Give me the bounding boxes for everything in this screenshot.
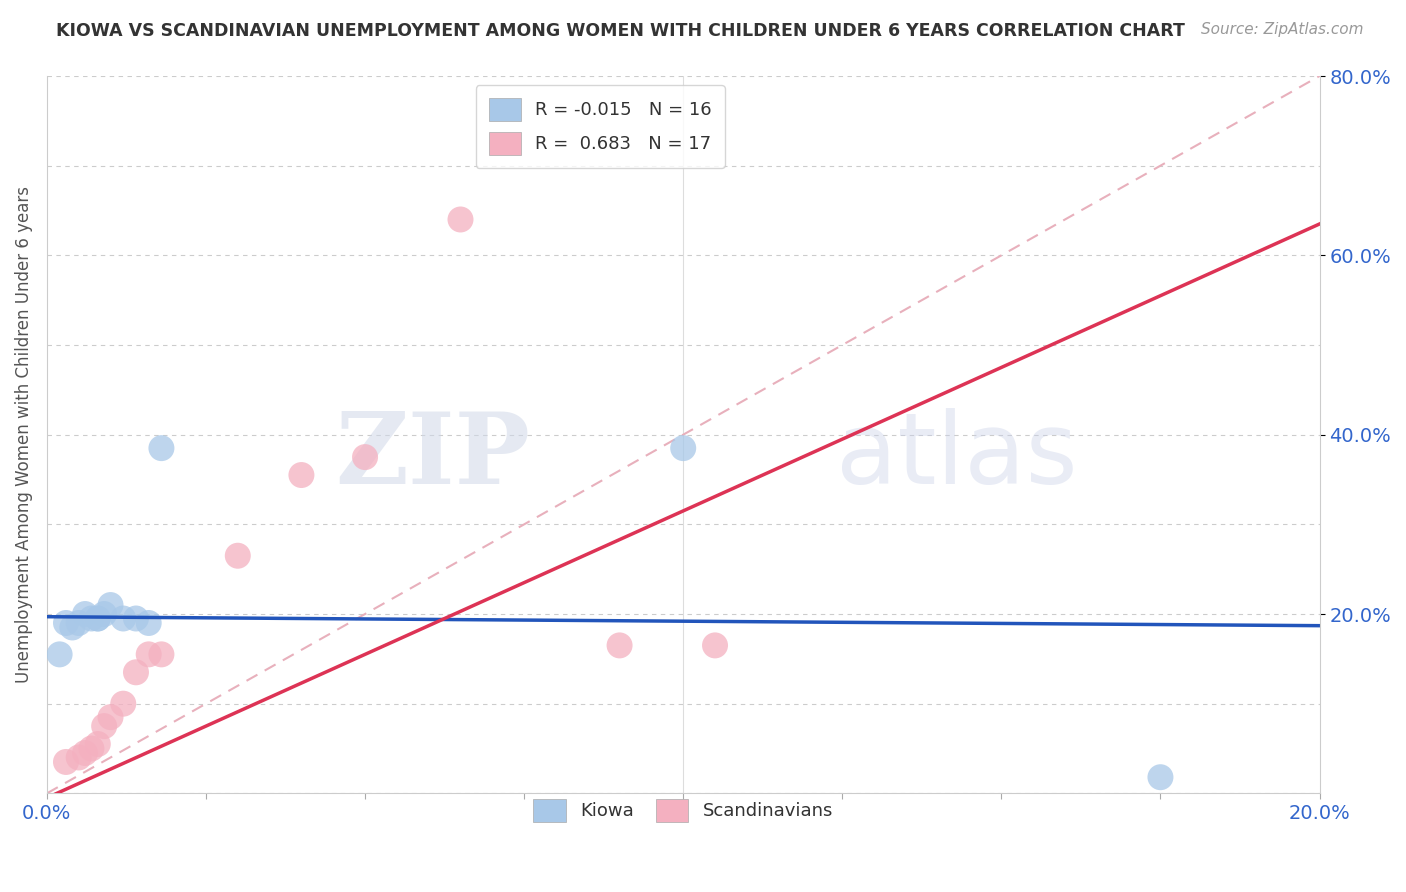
Point	[67, 615, 90, 630]
Point	[75, 746, 97, 760]
Point	[112, 611, 135, 625]
Point	[290, 468, 312, 483]
Point	[55, 615, 77, 630]
Point	[672, 441, 695, 455]
Point	[150, 441, 173, 455]
Point	[55, 755, 77, 769]
Point	[67, 750, 90, 764]
Point	[138, 648, 160, 662]
Point	[138, 615, 160, 630]
Text: atlas: atlas	[837, 408, 1077, 505]
Point	[87, 611, 110, 625]
Legend: Kiowa, Scandinavians: Kiowa, Scandinavians	[520, 786, 845, 835]
Y-axis label: Unemployment Among Women with Children Under 6 years: Unemployment Among Women with Children U…	[15, 186, 32, 683]
Point	[125, 665, 148, 680]
Text: KIOWA VS SCANDINAVIAN UNEMPLOYMENT AMONG WOMEN WITH CHILDREN UNDER 6 YEARS CORRE: KIOWA VS SCANDINAVIAN UNEMPLOYMENT AMONG…	[56, 22, 1185, 40]
Text: ZIP: ZIP	[336, 408, 530, 505]
Point	[60, 620, 83, 634]
Point	[93, 719, 115, 733]
Point	[150, 648, 173, 662]
Point	[80, 611, 103, 625]
Point	[704, 639, 727, 653]
Point	[75, 607, 97, 621]
Point	[125, 611, 148, 625]
Point	[93, 607, 115, 621]
Point	[87, 737, 110, 751]
Point	[100, 598, 122, 612]
Point	[80, 741, 103, 756]
Point	[226, 549, 249, 563]
Point	[100, 710, 122, 724]
Text: Source: ZipAtlas.com: Source: ZipAtlas.com	[1201, 22, 1364, 37]
Point	[48, 648, 70, 662]
Point	[609, 639, 631, 653]
Point	[354, 450, 377, 464]
Point	[1149, 770, 1171, 784]
Point	[450, 212, 472, 227]
Point	[112, 697, 135, 711]
Point	[87, 611, 110, 625]
